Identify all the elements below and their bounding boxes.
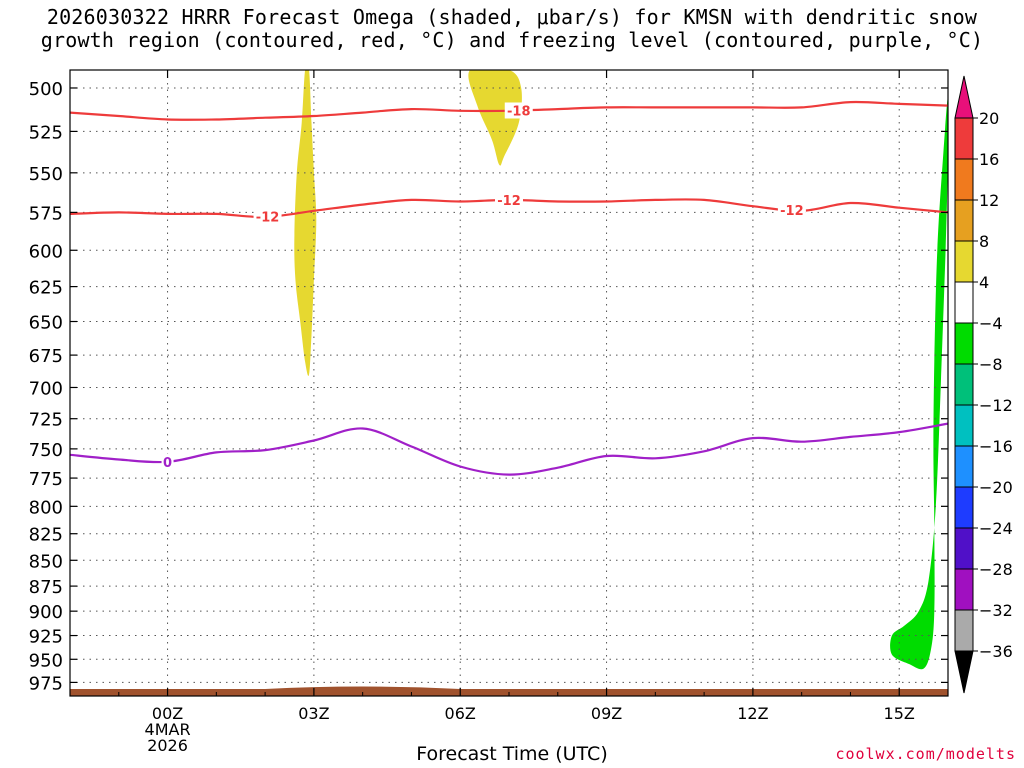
y-tick-label-725: 725 bbox=[29, 410, 63, 431]
contour-label--18-0: -18 bbox=[507, 104, 531, 119]
colorbar-label-4: 4 bbox=[979, 273, 989, 292]
y-tick-label-650: 650 bbox=[29, 313, 63, 334]
y-tick-label-700: 700 bbox=[29, 378, 63, 399]
colorbar-label--36: −36 bbox=[979, 642, 1013, 661]
colorbar-swatch-12 bbox=[954, 609, 974, 652]
x-tick-label-03Z: 03Z bbox=[298, 704, 329, 723]
x-tick-sublabel-year: 2026 bbox=[147, 736, 188, 755]
y-tick-label-925: 925 bbox=[29, 627, 63, 648]
y-tick-label-775: 775 bbox=[29, 469, 63, 490]
colorbar-swatch-9 bbox=[954, 486, 974, 529]
x-tick-label-00Z: 00Z bbox=[152, 704, 183, 723]
colorbar-label--16: −16 bbox=[979, 437, 1013, 456]
y-tick-label-850: 850 bbox=[29, 551, 63, 572]
y-tick-label-900: 900 bbox=[29, 602, 63, 623]
x-tick-label-15Z: 15Z bbox=[884, 704, 915, 723]
ground-bump bbox=[265, 686, 461, 689]
omega-region-2 bbox=[890, 96, 948, 670]
colorbar-label-20: 20 bbox=[979, 109, 999, 128]
y-tick-label-675: 675 bbox=[29, 346, 63, 367]
colorbar-label--4: −4 bbox=[979, 314, 1003, 333]
contour-label-bg--18-0 bbox=[504, 102, 533, 119]
y-tick-label-800: 800 bbox=[29, 497, 63, 518]
x-tick-label-06Z: 06Z bbox=[445, 704, 476, 723]
colorbar-label-12: 12 bbox=[979, 191, 999, 210]
contour-label--12-2: -12 bbox=[780, 204, 804, 219]
x-tick-sublabel-date: 4MAR bbox=[145, 720, 191, 739]
y-tick-label-875: 875 bbox=[29, 577, 63, 598]
colorbar-swatch-10 bbox=[954, 527, 974, 570]
colorbar: 20 16 12 8 4 −4 −8 −12 −16 −20 −24 −28 −32 −36 bbox=[954, 75, 1013, 694]
credit-link[interactable]: coolwx.com/modelts bbox=[835, 745, 1016, 763]
y-tick-label-500: 500 bbox=[29, 79, 63, 100]
y-tick-label-575: 575 bbox=[29, 203, 63, 224]
colorbar-swatch-3 bbox=[954, 240, 974, 283]
contour-label-bg--12-2 bbox=[777, 201, 806, 218]
x-tick-label-09Z: 09Z bbox=[591, 704, 622, 723]
contour-label--12-1: -12 bbox=[497, 194, 521, 209]
colorbar-swatch-5 bbox=[954, 322, 974, 365]
colorbar-swatch-6 bbox=[954, 363, 974, 406]
y-tick-label-825: 825 bbox=[29, 525, 63, 546]
isotherm-contours bbox=[70, 100, 948, 476]
contour-labels: -18 -12 -12 -12 0 bbox=[161, 102, 806, 471]
colorbar-label--8: −8 bbox=[979, 355, 1003, 374]
colorbar-swatch-0 bbox=[954, 117, 974, 160]
contour-label-bg--12-1 bbox=[495, 191, 523, 208]
plot-frame bbox=[69, 69, 949, 697]
omega-shading bbox=[294, 70, 948, 670]
colorbar-bottom-arrow bbox=[954, 650, 974, 694]
y-tick-label-950: 950 bbox=[29, 650, 63, 671]
x-tick-label-12Z: 12Z bbox=[737, 704, 768, 723]
contour-label-bg-0-0 bbox=[161, 453, 174, 470]
colorbar-swatch-7 bbox=[954, 404, 974, 447]
contour-label-0-0: 0 bbox=[163, 456, 172, 471]
y-tick-label-600: 600 bbox=[29, 241, 63, 262]
colorbar-swatch-2 bbox=[954, 199, 974, 242]
colorbar-label--20: −20 bbox=[979, 478, 1013, 497]
chart-title-line-1: 2026030322 HRRR Forecast Omega (shaded, … bbox=[46, 5, 978, 29]
colorbar-label--28: −28 bbox=[979, 560, 1013, 579]
x-axis-label: Forecast Time (UTC) bbox=[416, 743, 608, 765]
y-tick-label-975: 975 bbox=[29, 673, 63, 694]
colorbar-label--32: −32 bbox=[979, 601, 1013, 620]
y-tick-label-625: 625 bbox=[29, 278, 63, 299]
colorbar-label-8: 8 bbox=[979, 232, 989, 251]
chart-title-line-2: growth region (contoured, red, °C) and f… bbox=[40, 28, 984, 52]
y-tick-label-550: 550 bbox=[29, 164, 63, 185]
contour-label--12-0: -12 bbox=[256, 211, 280, 226]
colorbar-top-arrow bbox=[954, 75, 974, 119]
colorbar-label--12: −12 bbox=[979, 396, 1013, 415]
y-tick-label-750: 750 bbox=[29, 440, 63, 461]
y-tick-label-525: 525 bbox=[29, 122, 63, 143]
colorbar-swatch-4 bbox=[954, 281, 974, 324]
colorbar-swatch-11 bbox=[954, 568, 974, 611]
contour-label-bg--12-0 bbox=[253, 208, 282, 225]
colorbar-swatch-8 bbox=[954, 445, 974, 488]
axes: 500 525 550 575 600 625 650 675 700 725 750 775 800 8… bbox=[29, 69, 949, 755]
omega-region-0 bbox=[294, 70, 317, 376]
colorbar-swatch-1 bbox=[954, 158, 974, 201]
colorbar-label--24: −24 bbox=[979, 519, 1013, 538]
chart-title: 2026030322 HRRR Forecast Omega (shaded, … bbox=[0, 6, 1024, 52]
colorbar-label-16: 16 bbox=[979, 150, 999, 169]
omega-region-1 bbox=[468, 70, 522, 166]
grid-lines bbox=[70, 70, 948, 696]
isotherm-line-0 bbox=[70, 422, 948, 476]
